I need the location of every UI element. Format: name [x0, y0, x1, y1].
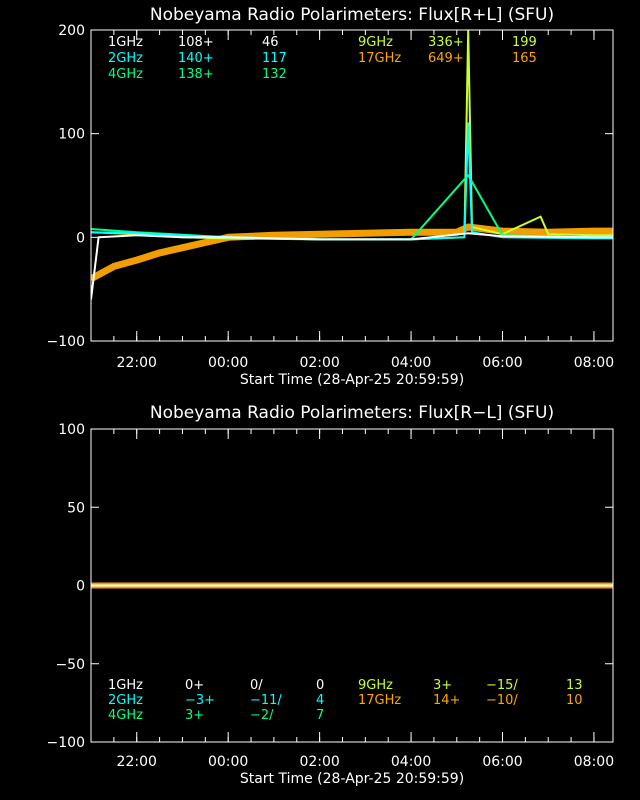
legend-frequency: 2GHz [108, 693, 143, 708]
x-axis: 22:00 00:00 02:00 04:00 06:00 08:00 [90, 30, 614, 371]
x-tick-label: 06:00 [482, 754, 522, 770]
legend-value: −10/ [486, 693, 518, 708]
x-tick-label: 06:00 [482, 355, 522, 371]
legend-entry: 4GHz 138+ 132 [108, 67, 287, 82]
legend-value: 0+ [185, 678, 204, 693]
x-tick-label: 04:00 [391, 754, 431, 770]
legend-value: 336+ [428, 35, 464, 50]
legend-value: −3+ [185, 693, 215, 708]
legend-frequency: 1GHz [108, 35, 143, 50]
legend-frequency: 4GHz [108, 708, 143, 723]
legend-value: 7 [316, 708, 324, 723]
x-tick-label: 00:00 [208, 355, 248, 371]
x-axis-label: Start Time (28-Apr-25 20:59:59) [240, 771, 464, 787]
legend-entry: 1GHz 0+ 0/0 [108, 678, 324, 693]
x-tick-label: 22:00 [117, 754, 157, 770]
legend-value: 165 [512, 51, 537, 66]
legend-value: 138+ [178, 67, 214, 82]
x-tick-label: 22:00 [117, 355, 157, 371]
legend-frequency: 17GHz [358, 693, 401, 708]
legend-entry: 1GHz 108+ 46 [108, 35, 279, 50]
plot-frame [90, 29, 614, 342]
x-axis-label: Start Time (28-Apr-25 20:59:59) [240, 372, 464, 388]
legend-value: −15/ [486, 678, 518, 693]
legend-frequency: 4GHz [108, 67, 143, 82]
y-tick-label: 100 [58, 422, 85, 438]
legend-value: 4 [316, 693, 324, 708]
legend-value: 0/ [250, 678, 263, 693]
legend-value: 14+ [433, 693, 460, 708]
x-axis: 22:00 00:00 02:00 04:00 06:00 08:00 [90, 429, 614, 770]
legend-value: 10 [566, 693, 583, 708]
y-tick-label: 50 [67, 500, 85, 516]
legend: 1GHz 0+ 0/0 2GHz −3+ −11/4 4GHz 3+ −2/7 9GHz 3+ −15… [108, 678, 583, 723]
legend-value: 199 [512, 35, 537, 50]
y-tick-label: 0 [76, 230, 85, 246]
legend-entry: 2GHz −3+ −11/4 [108, 693, 324, 708]
legend-frequency: 17GHz [358, 51, 401, 66]
legend-value: 108+ [178, 35, 214, 50]
x-tick-label: 08:00 [574, 754, 614, 770]
series-line-17GHz [91, 223, 613, 282]
legend-entry: 9GHz 3+ −15/13 [358, 678, 583, 693]
chart-rl-sum: Nobeyama Radio Polarimeters: Flux[R+L] (… [47, 5, 615, 388]
legend-frequency: 1GHz [108, 678, 143, 693]
legend-value: 3+ [433, 678, 452, 693]
legend-value: 649+ [428, 51, 464, 66]
legend-value: 46 [262, 35, 279, 50]
legend-frequency: 9GHz [358, 35, 393, 50]
y-tick-label: −50 [55, 657, 85, 673]
x-tick-label: 00:00 [208, 754, 248, 770]
series-line-2GHz [91, 122, 613, 241]
legend: 1GHz 108+ 46 2GHz 140+ 117 4GHz 138+ 132 9GHz 336+… [108, 35, 537, 82]
legend-entry: 17GHz 649+ 165 [358, 51, 537, 66]
y-tick-label: −100 [47, 334, 85, 350]
legend-value: 117 [262, 51, 287, 66]
chart-rl-diff: Nobeyama Radio Polarimeters: Flux[R−L] (… [47, 403, 615, 787]
legend-entry: 2GHz 140+ 117 [108, 51, 287, 66]
y-tick-label: 100 [58, 127, 85, 143]
legend-value: 0 [316, 678, 324, 693]
legend-value: 140+ [178, 51, 214, 66]
series-line-1GHz [91, 232, 613, 300]
legend-value: −11/ [250, 693, 282, 708]
legend-entry: 4GHz 3+ −2/7 [108, 708, 324, 723]
x-tick-label: 08:00 [574, 355, 614, 371]
legend-frequency: 2GHz [108, 51, 143, 66]
y-tick-label: 0 [76, 579, 85, 595]
legend-entry: 9GHz 336+ 199 [358, 35, 537, 50]
x-tick-label: 04:00 [391, 355, 431, 371]
chart-title: Nobeyama Radio Polarimeters: Flux[R+L] (… [150, 5, 554, 25]
legend-value: −2/ [250, 708, 274, 723]
legend-value: 132 [262, 67, 287, 82]
legend-value: 13 [566, 678, 583, 693]
x-tick-label: 02:00 [299, 754, 339, 770]
plot-series-group [91, 30, 613, 300]
chart-title: Nobeyama Radio Polarimeters: Flux[R−L] (… [150, 403, 554, 423]
legend-frequency: 9GHz [358, 678, 393, 693]
x-tick-label: 02:00 [299, 355, 339, 371]
y-axis: −100 0 100 200 [47, 23, 613, 350]
y-tick-label: 200 [58, 23, 85, 39]
y-tick-label: −100 [47, 735, 85, 751]
legend-value: 3+ [185, 708, 204, 723]
legend-entry: 17GHz 14+ −10/10 [358, 693, 583, 708]
